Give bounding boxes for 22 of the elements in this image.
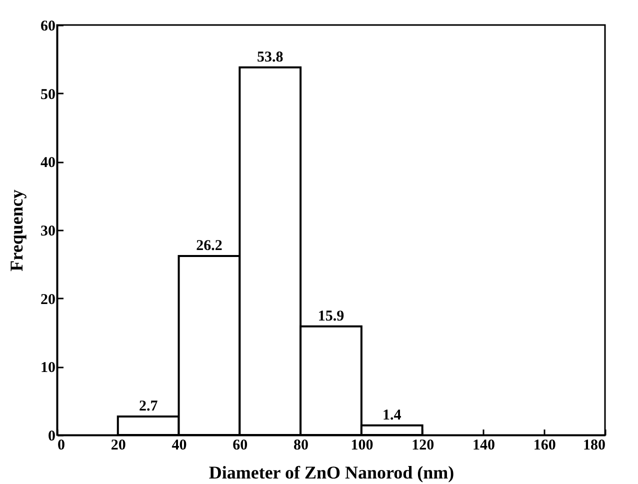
- y-tick-label: 60: [40, 18, 56, 34]
- x-tick-label: 40: [172, 438, 187, 454]
- x-tick-label: 120: [412, 438, 434, 454]
- y-tick-label: 20: [40, 292, 56, 308]
- y-tick-label: 50: [40, 86, 56, 103]
- y-tick-label: 10: [40, 360, 56, 376]
- x-tick-label: 60: [232, 438, 248, 454]
- y-tick-label: 30: [40, 224, 56, 240]
- x-tick-label: 160: [533, 438, 556, 454]
- y-axis-title: Frequency: [6, 190, 26, 272]
- data-label: 15.9: [318, 308, 344, 324]
- data-label: 1.4: [382, 407, 402, 424]
- x-tick-label: 80: [294, 438, 309, 454]
- data-label: 26.2: [196, 238, 222, 254]
- data-label: 53.8: [256, 49, 284, 66]
- x-axis-title: Diameter of ZnO Nanorod (nm): [208, 462, 454, 482]
- x-tick-label: 180: [583, 438, 606, 454]
- x-tick-label: 140: [472, 438, 495, 454]
- x-tick-label: 20: [110, 438, 126, 454]
- x-tick-label: 100: [350, 438, 374, 454]
- y-tick-label: 40: [40, 155, 56, 172]
- data-label: 2.7: [138, 398, 158, 415]
